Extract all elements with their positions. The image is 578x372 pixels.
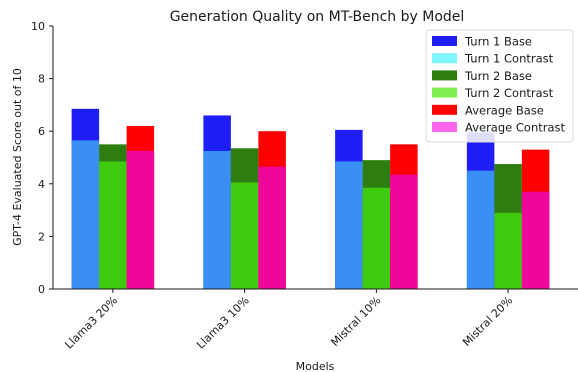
axes (52, 26, 578, 290)
legend-frame (425, 29, 574, 143)
y-ticks: 0 2 4 6 8 10 (31, 20, 53, 296)
y-axis-label: GPT-4 Evaluated Score out of 10 (11, 68, 24, 246)
bar-average-contrast-mistral-10 (390, 174, 418, 289)
bar-turn-1-contrast-llama3-20 (71, 140, 100, 289)
legend-label-turn-1-base: Turn 1 Base (464, 35, 532, 49)
legend-swatch-turn-2-base (432, 70, 457, 81)
bar-turn-1-contrast-mistral-10 (335, 161, 363, 289)
y-tick-label: 2 (38, 230, 45, 243)
y-tick-label: 6 (38, 125, 45, 138)
legend-swatch-average-base (432, 104, 457, 115)
legend-label-turn-2-contrast: Turn 2 Contrast (464, 86, 554, 100)
bars-layer (71, 108, 550, 289)
y-tick-label: 0 (38, 283, 45, 296)
legend-swatch-turn-1-contrast (432, 53, 457, 64)
bar-turn-2-contrast-llama3-20 (99, 161, 127, 289)
y-tick-label: 8 (38, 73, 45, 86)
bar-turn-1-contrast-mistral-20 (466, 170, 495, 289)
legend: Turn 1 Base Turn 1 Contrast Turn 2 Base Tur… (425, 29, 574, 143)
y-tick-label: 10 (31, 20, 45, 33)
legend-swatch-turn-1-base (432, 36, 457, 46)
bar-turn-2-contrast-mistral-10 (362, 187, 391, 289)
legend-label-turn-1-contrast: Turn 1 Contrast (464, 52, 554, 66)
bar-average-contrast-llama3-10 (258, 166, 286, 289)
x-ticks: Llama3 20% Llama3 10% Mistral 10% Mistral 2… (62, 289, 515, 351)
y-tick-label: 4 (38, 178, 45, 191)
legend-label-average-contrast: Average Contrast (465, 121, 566, 135)
bar-average-contrast-llama3-20 (126, 150, 155, 289)
bar-turn-2-contrast-mistral-20 (494, 212, 522, 289)
chart-title: Generation Quality on MT-Bench by Model (170, 9, 465, 25)
x-tick-label: Mistral 20% (460, 294, 515, 349)
bar-turn-1-contrast-llama3-10 (203, 150, 231, 289)
bar-average-contrast-mistral-20 (521, 191, 550, 289)
legend-label-average-base: Average Base (465, 103, 544, 117)
x-tick-label: Llama3 20% (62, 294, 120, 352)
legend-label-turn-2-base: Turn 2 Base (464, 69, 532, 83)
x-tick-label: Llama3 10% (194, 294, 252, 352)
legend-swatch-turn-2-contrast (432, 87, 457, 98)
bar-turn-2-contrast-llama3-10 (230, 182, 259, 289)
legend-swatch-average-contrast (432, 122, 457, 132)
x-axis-label: Models (296, 360, 335, 372)
x-tick-label: Mistral 10% (328, 294, 383, 349)
